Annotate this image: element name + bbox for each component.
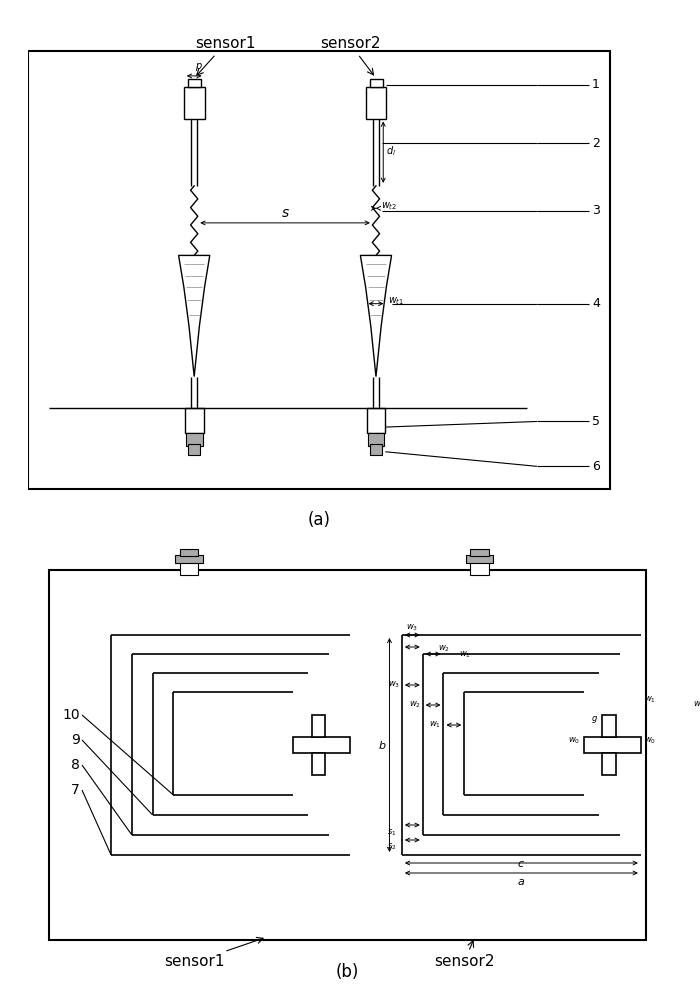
Text: (a): (a) — [307, 511, 330, 529]
Bar — [365, 87, 386, 119]
Bar — [188, 79, 202, 87]
Bar — [367, 408, 385, 433]
Text: $s_2$: $s_2$ — [387, 842, 397, 852]
Text: $c$: $c$ — [517, 859, 526, 869]
Text: 4: 4 — [592, 297, 600, 310]
Bar — [180, 561, 198, 575]
Bar — [312, 753, 325, 775]
Text: 2: 2 — [592, 137, 600, 150]
Bar — [466, 555, 494, 563]
Bar — [176, 555, 202, 563]
Bar — [180, 549, 198, 556]
Text: $g$: $g$ — [591, 714, 598, 725]
Text: $p$: $p$ — [195, 61, 203, 73]
Text: $d_l$: $d_l$ — [386, 144, 396, 158]
Text: $s_1$: $s_1$ — [387, 827, 397, 838]
Text: $w_1$: $w_1$ — [429, 720, 442, 730]
Text: $w_0$: $w_0$ — [644, 736, 656, 746]
Bar — [603, 715, 616, 737]
Text: $w_{t1}$: $w_{t1}$ — [389, 296, 405, 307]
Bar — [184, 87, 204, 119]
Bar — [293, 737, 350, 753]
Bar — [584, 737, 640, 753]
Bar — [185, 408, 204, 433]
Text: 10: 10 — [62, 708, 80, 722]
Text: 3: 3 — [592, 204, 600, 217]
Text: $s$: $s$ — [281, 206, 290, 220]
Text: 7: 7 — [71, 783, 80, 797]
Text: $w_3$: $w_3$ — [406, 622, 419, 633]
Text: 6: 6 — [592, 460, 600, 473]
Text: sensor1: sensor1 — [164, 937, 263, 970]
Text: sensor2: sensor2 — [434, 941, 494, 970]
Text: 5: 5 — [592, 415, 600, 428]
Bar — [49, 570, 646, 940]
Bar — [470, 561, 489, 575]
Bar — [368, 433, 384, 446]
Text: $w_2$: $w_2$ — [438, 644, 450, 654]
Text: sensor1: sensor1 — [195, 36, 256, 75]
Text: $w_3$: $w_3$ — [693, 700, 700, 710]
Bar — [370, 79, 383, 87]
Text: $w_1$: $w_1$ — [459, 650, 471, 660]
Text: (b): (b) — [335, 963, 358, 981]
Text: 8: 8 — [71, 758, 80, 772]
Bar — [470, 549, 489, 556]
Bar — [188, 444, 200, 455]
Bar — [186, 433, 202, 446]
Bar — [312, 715, 325, 737]
Text: $w_{t2}$: $w_{t2}$ — [382, 200, 398, 212]
Text: sensor2: sensor2 — [320, 36, 380, 75]
Bar — [370, 444, 382, 455]
Text: $w_2$: $w_2$ — [409, 700, 421, 710]
Polygon shape — [178, 255, 210, 377]
Text: 1: 1 — [592, 78, 600, 91]
Text: $w_0$: $w_0$ — [568, 736, 580, 746]
Text: $a$: $a$ — [517, 877, 526, 887]
Polygon shape — [360, 255, 391, 377]
Bar — [603, 753, 616, 775]
Text: 9: 9 — [71, 733, 80, 747]
Text: $b$: $b$ — [378, 739, 386, 751]
Text: $w_3$: $w_3$ — [388, 680, 400, 690]
Text: $w_1$: $w_1$ — [644, 695, 656, 705]
